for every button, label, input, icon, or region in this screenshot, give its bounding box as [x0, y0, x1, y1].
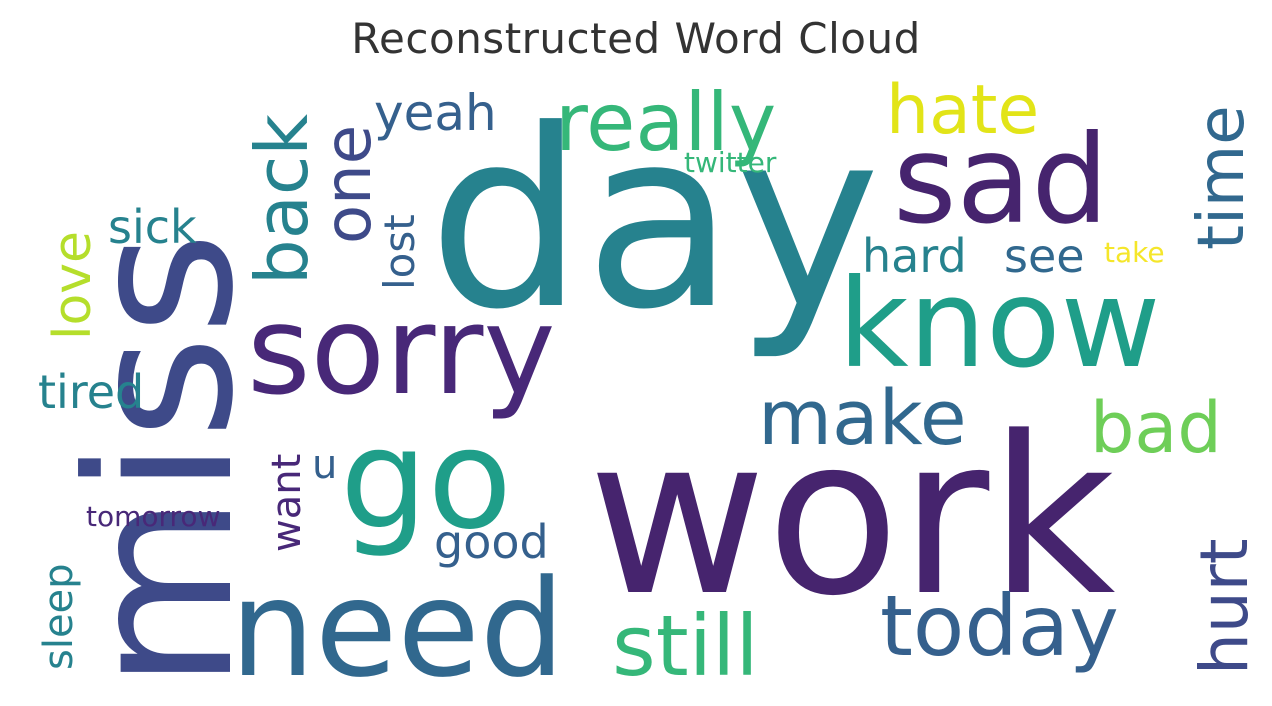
- word-one: one: [312, 125, 386, 244]
- word-good: good: [434, 515, 549, 569]
- word-lost: lost: [375, 214, 424, 290]
- word-sad: sad: [893, 109, 1109, 251]
- word-miss: miss: [45, 231, 278, 690]
- word-want: want: [264, 454, 310, 552]
- word-time: time: [1185, 105, 1259, 250]
- word-tomorrow: tomorrow: [86, 500, 220, 533]
- word-go: go: [340, 399, 512, 560]
- word-make: make: [758, 373, 967, 462]
- word-work: work: [588, 391, 1116, 644]
- word-need: need: [230, 551, 565, 706]
- word-know: know: [838, 253, 1160, 395]
- word-today: today: [880, 577, 1119, 675]
- word-u: u: [312, 442, 337, 488]
- word-day: day: [428, 78, 880, 364]
- word-twitter: twitter: [684, 146, 777, 179]
- word-sorry: sorry: [247, 280, 556, 422]
- word-sick: sick: [108, 200, 197, 254]
- word-back: back: [240, 114, 324, 285]
- figure-title: Reconstructed Word Cloud: [351, 14, 921, 63]
- word-sleep: sleep: [36, 563, 82, 670]
- word-see: see: [1004, 229, 1085, 283]
- word-hurt: hurt: [1186, 538, 1263, 675]
- word-take: take: [1104, 236, 1165, 269]
- word-hate: hate: [886, 71, 1039, 150]
- word-still: still: [612, 597, 759, 695]
- word-really: really: [555, 76, 776, 169]
- word-bad: bad: [1090, 387, 1222, 469]
- word-yeah: yeah: [374, 84, 497, 142]
- word-tired: tired: [38, 365, 144, 419]
- word-love: love: [43, 231, 103, 340]
- word-hard: hard: [862, 229, 967, 283]
